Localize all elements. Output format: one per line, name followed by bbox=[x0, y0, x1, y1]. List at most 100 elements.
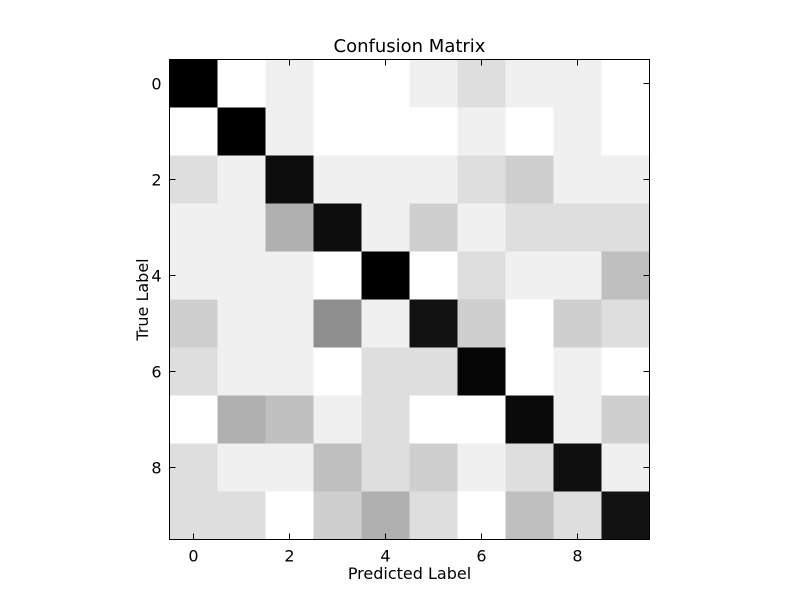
cell-4-9 bbox=[601, 251, 650, 300]
cell-5-7 bbox=[505, 299, 554, 348]
cell-6-2 bbox=[265, 347, 314, 396]
cell-5-8 bbox=[553, 299, 602, 348]
cell-8-0 bbox=[169, 443, 218, 492]
cell-9-9 bbox=[601, 491, 650, 540]
cell-7-0 bbox=[169, 395, 218, 444]
cell-7-4 bbox=[361, 395, 410, 444]
cell-3-6 bbox=[457, 203, 506, 252]
cell-7-6 bbox=[457, 395, 506, 444]
cell-3-3 bbox=[313, 203, 362, 252]
cell-2-5 bbox=[409, 155, 458, 204]
cell-3-9 bbox=[601, 203, 650, 252]
cell-4-6 bbox=[457, 251, 506, 300]
axis-ticks: 0 2 4 6 8 0 2 4 6 8 bbox=[151, 59, 650, 566]
cell-0-2 bbox=[265, 59, 314, 108]
cell-4-5 bbox=[409, 251, 458, 300]
cell-2-0 bbox=[169, 155, 218, 204]
cell-0-7 bbox=[505, 59, 554, 108]
cell-6-8 bbox=[553, 347, 602, 396]
cell-4-0 bbox=[169, 251, 218, 300]
cell-9-3 bbox=[313, 491, 362, 540]
cell-9-4 bbox=[361, 491, 410, 540]
cell-8-7 bbox=[505, 443, 554, 492]
y-axis-label: True Label bbox=[133, 258, 152, 341]
cell-5-3 bbox=[313, 299, 362, 348]
cell-2-4 bbox=[361, 155, 410, 204]
cell-1-2 bbox=[265, 107, 314, 156]
chart-title: Confusion Matrix bbox=[334, 36, 486, 57]
cell-0-8 bbox=[553, 59, 602, 108]
cell-7-7 bbox=[505, 395, 554, 444]
cell-0-4 bbox=[361, 59, 410, 108]
cell-9-1 bbox=[217, 491, 266, 540]
cell-0-0 bbox=[169, 59, 218, 108]
x-tick-label-4: 4 bbox=[380, 547, 390, 566]
cell-9-0 bbox=[169, 491, 218, 540]
y-tick-label-8: 8 bbox=[151, 459, 161, 478]
cell-7-9 bbox=[601, 395, 650, 444]
cell-9-7 bbox=[505, 491, 554, 540]
heatmap-cells bbox=[169, 59, 650, 540]
y-tick-label-2: 2 bbox=[151, 171, 161, 190]
cell-3-2 bbox=[265, 203, 314, 252]
cell-1-5 bbox=[409, 107, 458, 156]
cell-5-0 bbox=[169, 299, 218, 348]
cell-3-0 bbox=[169, 203, 218, 252]
cell-8-5 bbox=[409, 443, 458, 492]
cell-2-2 bbox=[265, 155, 314, 204]
cell-4-8 bbox=[553, 251, 602, 300]
cell-6-4 bbox=[361, 347, 410, 396]
cell-5-2 bbox=[265, 299, 314, 348]
cell-1-9 bbox=[601, 107, 650, 156]
cell-7-8 bbox=[553, 395, 602, 444]
cell-9-6 bbox=[457, 491, 506, 540]
cell-0-9 bbox=[601, 59, 650, 108]
cell-0-6 bbox=[457, 59, 506, 108]
cell-2-6 bbox=[457, 155, 506, 204]
cell-1-6 bbox=[457, 107, 506, 156]
cell-2-8 bbox=[553, 155, 602, 204]
cell-6-6 bbox=[457, 347, 506, 396]
cell-1-8 bbox=[553, 107, 602, 156]
cell-1-0 bbox=[169, 107, 218, 156]
cell-8-1 bbox=[217, 443, 266, 492]
cell-6-3 bbox=[313, 347, 362, 396]
cell-8-6 bbox=[457, 443, 506, 492]
cell-8-3 bbox=[313, 443, 362, 492]
cell-8-4 bbox=[361, 443, 410, 492]
cell-3-7 bbox=[505, 203, 554, 252]
cell-5-6 bbox=[457, 299, 506, 348]
cell-2-7 bbox=[505, 155, 554, 204]
cell-6-1 bbox=[217, 347, 266, 396]
x-tick-label-6: 6 bbox=[476, 547, 486, 566]
cell-6-7 bbox=[505, 347, 554, 396]
cell-5-4 bbox=[361, 299, 410, 348]
cell-9-8 bbox=[553, 491, 602, 540]
cell-9-2 bbox=[265, 491, 314, 540]
cell-2-1 bbox=[217, 155, 266, 204]
cell-0-3 bbox=[313, 59, 362, 108]
cell-4-1 bbox=[217, 251, 266, 300]
cell-4-7 bbox=[505, 251, 554, 300]
cell-7-1 bbox=[217, 395, 266, 444]
cell-3-8 bbox=[553, 203, 602, 252]
cell-8-9 bbox=[601, 443, 650, 492]
cell-4-2 bbox=[265, 251, 314, 300]
cell-7-5 bbox=[409, 395, 458, 444]
cell-5-1 bbox=[217, 299, 266, 348]
x-tick-label-0: 0 bbox=[188, 547, 198, 566]
cell-8-2 bbox=[265, 443, 314, 492]
cell-3-1 bbox=[217, 203, 266, 252]
cell-1-1 bbox=[217, 107, 266, 156]
cell-9-5 bbox=[409, 491, 458, 540]
plot-frame bbox=[169, 59, 650, 540]
cell-6-5 bbox=[409, 347, 458, 396]
cell-3-4 bbox=[361, 203, 410, 252]
cell-8-8 bbox=[553, 443, 602, 492]
x-tick-label-2: 2 bbox=[284, 547, 294, 566]
cell-4-3 bbox=[313, 251, 362, 300]
cell-6-0 bbox=[169, 347, 218, 396]
cell-5-9 bbox=[601, 299, 650, 348]
y-tick-label-4: 4 bbox=[151, 267, 161, 286]
